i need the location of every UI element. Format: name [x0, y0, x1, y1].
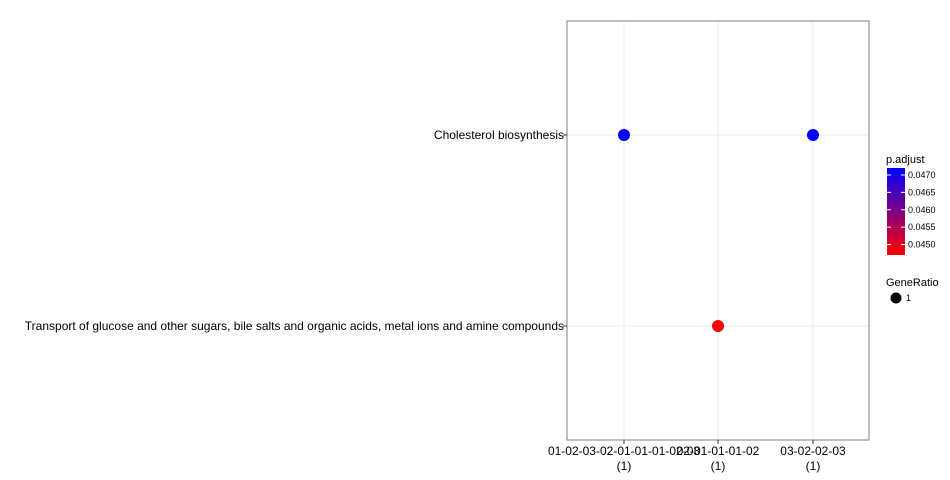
x-tick-count: (1)	[806, 459, 821, 473]
color-legend-label: 0.0450	[908, 240, 936, 250]
size-legend-key	[890, 292, 902, 304]
legend-title: p.adjust	[886, 154, 925, 166]
data-point	[618, 129, 630, 141]
p-adjust-legend: p.adjust 0.0450 0.0455 0.0460 0.0465 0.0470	[886, 154, 936, 255]
data-points	[618, 129, 819, 332]
size-legend-label: 1	[906, 293, 911, 303]
gene-ratio-legend: GeneRatio 1	[886, 277, 939, 304]
x-tick-label: 01-02-03-02-01-01-01-02-03	[548, 444, 700, 458]
legend-title: GeneRatio	[886, 277, 939, 289]
color-legend-label: 0.0465	[908, 187, 936, 197]
color-legend-label: 0.0470	[908, 170, 936, 180]
color-legend-label: 0.0455	[908, 222, 936, 232]
x-tick-label: 03-02-02-03	[780, 444, 846, 458]
x-axis: 01-02-03-02-01-01-01-02-03(1)02-01-01-01…	[548, 440, 846, 473]
color-bar	[887, 168, 905, 255]
x-tick-count: (1)	[617, 459, 632, 473]
plot-panel	[566, 20, 870, 441]
data-point	[807, 129, 819, 141]
color-legend-label: 0.0460	[908, 205, 936, 215]
data-point	[712, 320, 724, 332]
y-tick-label: Transport of glucose and other sugars, b…	[25, 319, 564, 333]
x-tick-count: (1)	[711, 459, 726, 473]
y-tick-label: Cholesterol biosynthesis	[434, 128, 564, 142]
x-tick-label: 02-01-01-01-02	[677, 444, 760, 458]
y-axis: Transport of glucose and other sugars, b…	[25, 128, 567, 333]
